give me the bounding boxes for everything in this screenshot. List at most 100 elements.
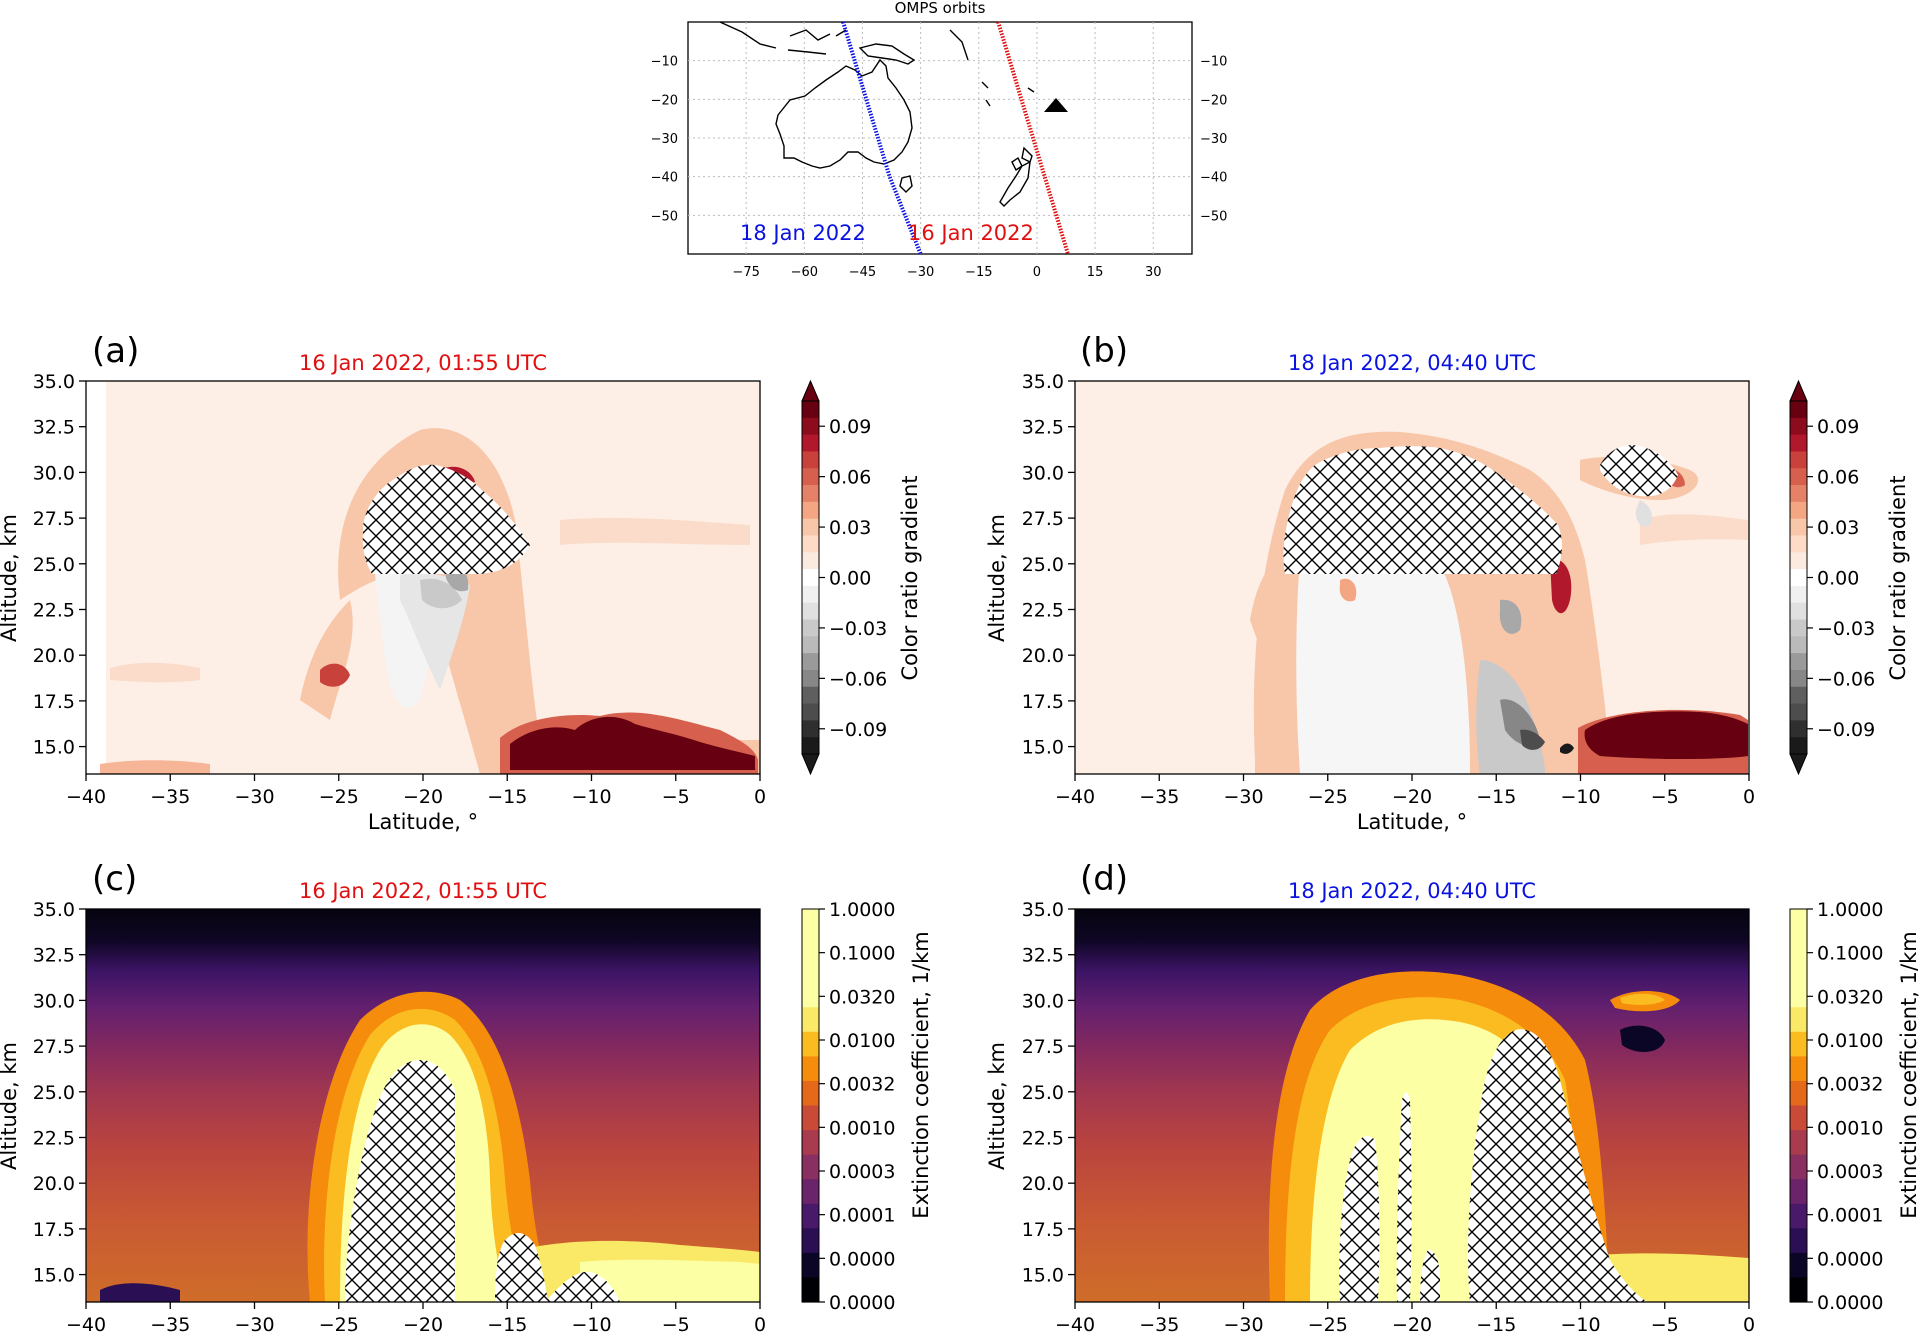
ytick-label: 15.0 — [1022, 737, 1064, 759]
colorbar-tick-label: 0.0000 — [829, 1292, 895, 1314]
colorbar-swatch — [802, 619, 819, 637]
colorbar-swatch — [1790, 1105, 1807, 1131]
map-xtick-label: 15 — [1087, 265, 1104, 280]
colorbar-tick-label: 0.03 — [829, 517, 871, 539]
colorbar-gradient-a-label: Color ratio gradient — [898, 475, 922, 680]
colorbar-swatch — [1790, 1031, 1807, 1057]
map-ytick-label-left: −40 — [651, 171, 678, 186]
ytick-label: 25.0 — [1022, 554, 1064, 576]
map-xtick-label: −15 — [965, 265, 992, 280]
xtick-label: −10 — [1560, 786, 1600, 808]
colorbar-tick-label: 0.0032 — [1817, 1074, 1883, 1096]
colorbar-swatch — [802, 485, 819, 503]
colorbar-swatch — [1790, 585, 1807, 604]
colorbar-swatch — [1790, 485, 1807, 503]
pacific-islands-outline — [949, 29, 1035, 107]
ytick-label: 22.5 — [1022, 1127, 1064, 1149]
ytick-label: 15.0 — [1022, 1265, 1064, 1287]
panel-b-xlabel: Latitude, ° — [1357, 810, 1467, 834]
colorbar-tick-label: 0.1000 — [1817, 943, 1883, 965]
xtick-label: 0 — [1743, 1314, 1755, 1336]
ytick-label: 20.0 — [33, 645, 75, 667]
xtick-label: −40 — [1055, 786, 1095, 808]
colorbar-swatch — [1790, 518, 1807, 537]
panel-b-masked-region — [1283, 446, 1562, 574]
panel-b-masked-region-small — [1600, 445, 1678, 497]
colorbar-extend-bottom-icon — [801, 753, 820, 776]
xtick-label: −25 — [1308, 786, 1348, 808]
colorbar-tick-label: 0.1000 — [829, 943, 895, 965]
colorbar-swatch — [802, 1252, 819, 1279]
xtick-label: −20 — [403, 1314, 443, 1336]
colorbar-swatch — [802, 1277, 819, 1303]
colorbar-swatch — [1790, 737, 1807, 755]
orbit-track-18-jan — [841, 21, 923, 255]
map-xtick-label: 0 — [1033, 265, 1041, 280]
xtick-label: −30 — [1223, 786, 1263, 808]
colorbar-swatch — [802, 653, 819, 671]
panel-c-masked-region — [345, 1060, 455, 1302]
colorbar-swatch — [802, 737, 819, 755]
colorbar-swatch — [1790, 669, 1807, 688]
colorbar-swatch — [1790, 552, 1807, 570]
colorbar-swatch — [802, 535, 819, 553]
colorbar-gradient-b: 0.09 0.06 0.03 0.00 −0.03 −0.06 −0.09 — [1789, 379, 1875, 776]
colorbar-gradient-a: 0.09 0.06 0.03 0.00 −0.03 −0.06 −0.09 — [801, 379, 887, 776]
indonesia-outline — [719, 21, 847, 55]
ytick-label: 30.0 — [1022, 990, 1064, 1012]
colorbar-tick-label: 0.0100 — [1817, 1030, 1883, 1052]
colorbar-frame — [1789, 908, 1808, 1303]
ytick-label: 35.0 — [1022, 899, 1064, 921]
colorbar-extinction-d-label: Extinction coefficient, 1/km — [1897, 931, 1920, 1218]
xtick-label: −10 — [571, 786, 611, 808]
panel-a-contours — [86, 381, 760, 774]
panel-c-masked-region-2 — [495, 1233, 548, 1302]
map-ytick-label-left: −30 — [651, 132, 678, 147]
xtick-label: −15 — [487, 1314, 527, 1336]
ytick-label: 17.5 — [33, 1219, 75, 1241]
colorbar-tick-label: −0.09 — [829, 719, 887, 741]
colorbar-swatch — [1790, 535, 1807, 553]
xtick-label: −5 — [1651, 786, 1679, 808]
map-grid — [688, 22, 1192, 254]
panel-d-masked-region-3 — [1396, 1092, 1412, 1302]
colorbar-swatch — [802, 468, 819, 486]
colorbar-extend-top-icon — [1789, 379, 1808, 402]
xtick-label: −15 — [487, 786, 527, 808]
panel-b: (b) 18 Jan 2022, 04:40 UTC −40 −35 −30 −25−… — [985, 331, 1755, 834]
colorbar-swatch — [1790, 703, 1807, 721]
colorbar-extinction-d: 1.0000 0.1000 0.0320 0.0100 0.0032 0.0010 0.00… — [1789, 899, 1883, 1314]
colorbar-swatch — [802, 669, 819, 688]
colorbar-swatch — [802, 958, 819, 984]
colorbar-swatch — [1790, 501, 1807, 520]
xtick-label: −35 — [150, 786, 190, 808]
ytick-label: 22.5 — [33, 1127, 75, 1149]
new-zealand-outline — [999, 146, 1033, 207]
colorbar-swatch — [802, 933, 819, 959]
xtick-label: 0 — [754, 786, 766, 808]
panel-c-masked-region-3 — [545, 1271, 620, 1302]
map-xtick-label: 30 — [1145, 265, 1162, 280]
colorbar-swatch — [802, 602, 819, 621]
ytick-label: 17.5 — [1022, 691, 1064, 713]
colorbar-swatch — [802, 1080, 819, 1107]
colorbar-swatch — [1790, 1252, 1807, 1279]
colorbar-swatch — [802, 501, 819, 520]
colorbar-swatch — [1790, 909, 1807, 935]
panel-d: (d) 18 Jan 2022, 04:40 UTC −40 −35 −30 −25−… — [985, 859, 1755, 1336]
ytick-label: 32.5 — [1022, 945, 1064, 967]
ytick-label: 25.0 — [1022, 1082, 1064, 1104]
ytick-label: 27.5 — [1022, 1036, 1064, 1058]
colorbar-swatch — [802, 451, 819, 469]
panel-c-axes: −40 −35 −30 −25 −20 −15 −10 −5 0 35.0 32.5 30.0 27.5… — [33, 899, 766, 1336]
xtick-label: −30 — [1223, 1314, 1263, 1336]
colorbar-swatch — [802, 636, 819, 654]
ytick-label: 25.0 — [33, 554, 75, 576]
colorbar-tick-label: 0.06 — [829, 467, 871, 489]
colorbar-tick-label: 0.06 — [1817, 467, 1859, 489]
colorbar-extend-top-icon — [801, 379, 820, 402]
panel-d-masked-region-4 — [1420, 1249, 1440, 1302]
colorbar-swatch — [1790, 1228, 1807, 1254]
colorbar-swatch — [1790, 686, 1807, 705]
colorbar-swatch — [802, 1154, 819, 1180]
